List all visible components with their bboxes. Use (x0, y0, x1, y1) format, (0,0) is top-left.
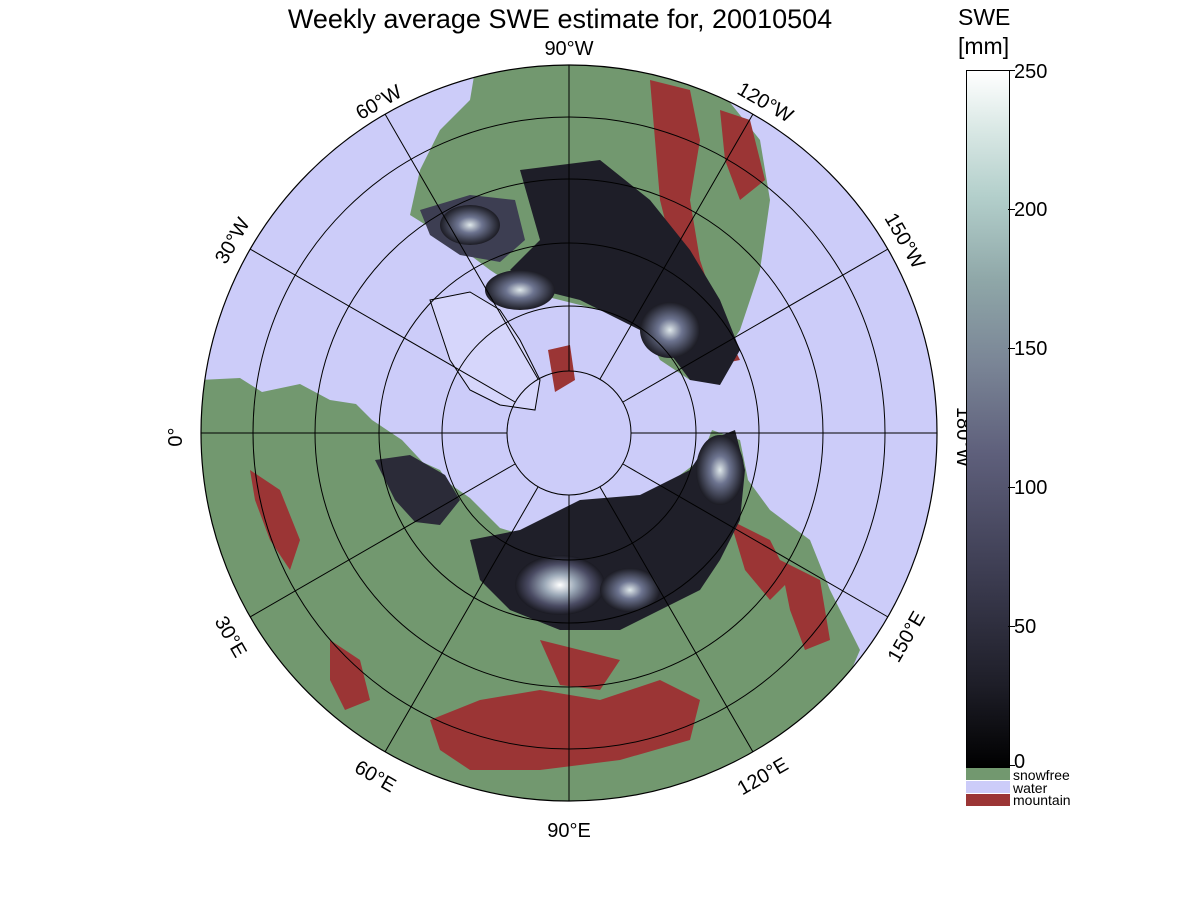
legend-label-snowfree: snowfree (1013, 767, 1070, 783)
map-title: Weekly average SWE estimate for, 2001050… (287, 4, 833, 34)
mountain-areas (250, 80, 830, 770)
swe-colorbar (966, 70, 1010, 769)
lon-label-60e: 60°E (351, 756, 400, 797)
colorbar-tick (1008, 70, 1015, 71)
legend-label-mountain: mountain (1013, 792, 1071, 808)
map-boundary (200, 64, 938, 802)
lon-label-90e: 90°E (547, 820, 591, 842)
colorbar-title-unit: [mm] (958, 33, 1010, 59)
greenland-land (429, 291, 541, 411)
legend-swatch-snowfree (966, 768, 1010, 780)
legend-swatch-mountain (966, 794, 1010, 806)
lon-label-0: 0° (165, 427, 187, 446)
colorbar-title-swe: SWE (958, 4, 1011, 30)
snow-peak-east-siberia (600, 568, 660, 612)
lon-label-120e: 120°E (734, 754, 792, 800)
snow-peak-hudson (485, 270, 555, 310)
lon-label-30e: 30°E (210, 613, 251, 662)
legend-swatch-water (966, 781, 1010, 793)
colorbar-tick (1008, 487, 1015, 488)
colorbar-tick (1008, 765, 1015, 766)
meridians (201, 65, 937, 801)
lon-label-150e: 150°E (884, 608, 930, 666)
lon-label-90w: 90°W (544, 38, 593, 60)
snow-peak-siberia (515, 555, 605, 615)
legend-label-water: water (1013, 780, 1048, 796)
colorbar-tick-label: 0 (1014, 751, 1026, 773)
colorbar-tick-label: 250 (1014, 61, 1048, 83)
colorbar-tick-label: 150 (1014, 338, 1048, 360)
snow-peak-far-east (696, 435, 744, 505)
colorbar-tick (1008, 209, 1015, 210)
colorbar-tick (1008, 348, 1015, 349)
colorbar-tick-label: 200 (1014, 199, 1048, 221)
colorbar-tick-label: 50 (1014, 616, 1037, 638)
snow-peak-canada-west (640, 302, 700, 358)
colorbar-tick (1008, 626, 1015, 627)
colorbar-tick-label: 100 (1014, 477, 1048, 499)
